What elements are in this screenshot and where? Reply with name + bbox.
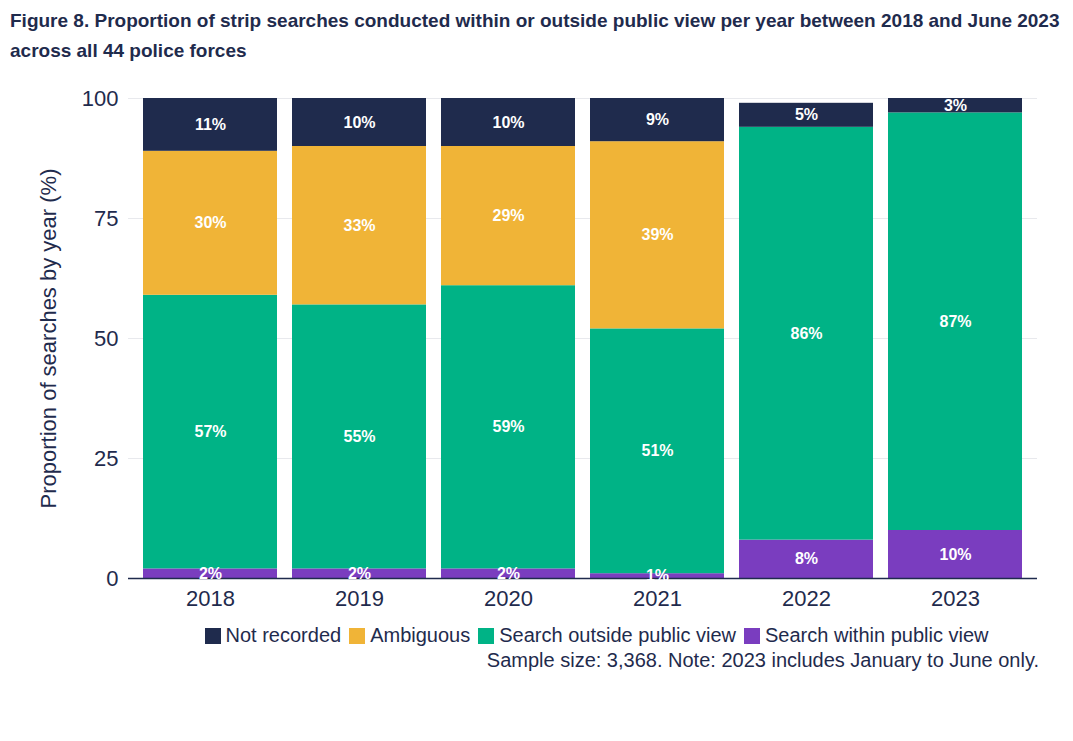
- svg-text:100: 100: [82, 86, 119, 111]
- svg-text:25: 25: [94, 446, 118, 471]
- svg-text:2%: 2%: [348, 565, 371, 582]
- svg-text:2%: 2%: [199, 565, 222, 582]
- svg-text:57%: 57%: [194, 423, 226, 440]
- svg-text:3%: 3%: [944, 97, 967, 114]
- svg-text:9%: 9%: [646, 111, 669, 128]
- svg-text:50: 50: [94, 326, 118, 351]
- svg-text:10%: 10%: [343, 114, 375, 131]
- svg-text:11%: 11%: [195, 116, 226, 133]
- svg-text:0: 0: [106, 566, 118, 591]
- svg-text:2022: 2022: [782, 586, 831, 611]
- svg-text:2018: 2018: [186, 586, 235, 611]
- svg-text:2020: 2020: [484, 586, 533, 611]
- svg-text:8%: 8%: [795, 550, 818, 567]
- svg-text:1%: 1%: [646, 567, 669, 584]
- svg-text:2%: 2%: [497, 565, 520, 582]
- html-text:Ambiguous: Ambiguous: [370, 624, 471, 646]
- svg-text:Proportion of searches by year: Proportion of searches by year (%): [36, 169, 61, 509]
- svg-text:51%: 51%: [641, 442, 673, 459]
- svg-text:2021: 2021: [633, 586, 682, 611]
- html-text:Search within public view: Search within public view: [765, 624, 989, 646]
- html-text:Sample size: 3,368. Note: 2023: Sample size: 3,368. Note: 2023 includes …: [486, 649, 1039, 671]
- svg-text:86%: 86%: [790, 325, 822, 342]
- svg-text:59%: 59%: [492, 418, 524, 435]
- svg-text:2019: 2019: [335, 586, 384, 611]
- html-text:Not recorded: Not recorded: [225, 624, 342, 646]
- svg-text:75: 75: [94, 206, 118, 231]
- html-text:Search outside public view: Search outside public view: [499, 624, 736, 646]
- svg-text:33%: 33%: [343, 217, 375, 234]
- svg-text:55%: 55%: [343, 428, 375, 445]
- html-text:Figure 8. Proportion of strip: Figure 8. Proportion of strip searches c…: [10, 10, 1060, 61]
- svg-text:30%: 30%: [194, 214, 226, 231]
- svg-text:2023: 2023: [931, 586, 980, 611]
- svg-text:87%: 87%: [939, 313, 971, 330]
- svg-text:29%: 29%: [492, 207, 524, 224]
- svg-text:10%: 10%: [492, 114, 524, 131]
- svg-text:10%: 10%: [939, 546, 971, 563]
- svg-text:39%: 39%: [641, 226, 673, 243]
- svg-text:5%: 5%: [795, 106, 818, 123]
